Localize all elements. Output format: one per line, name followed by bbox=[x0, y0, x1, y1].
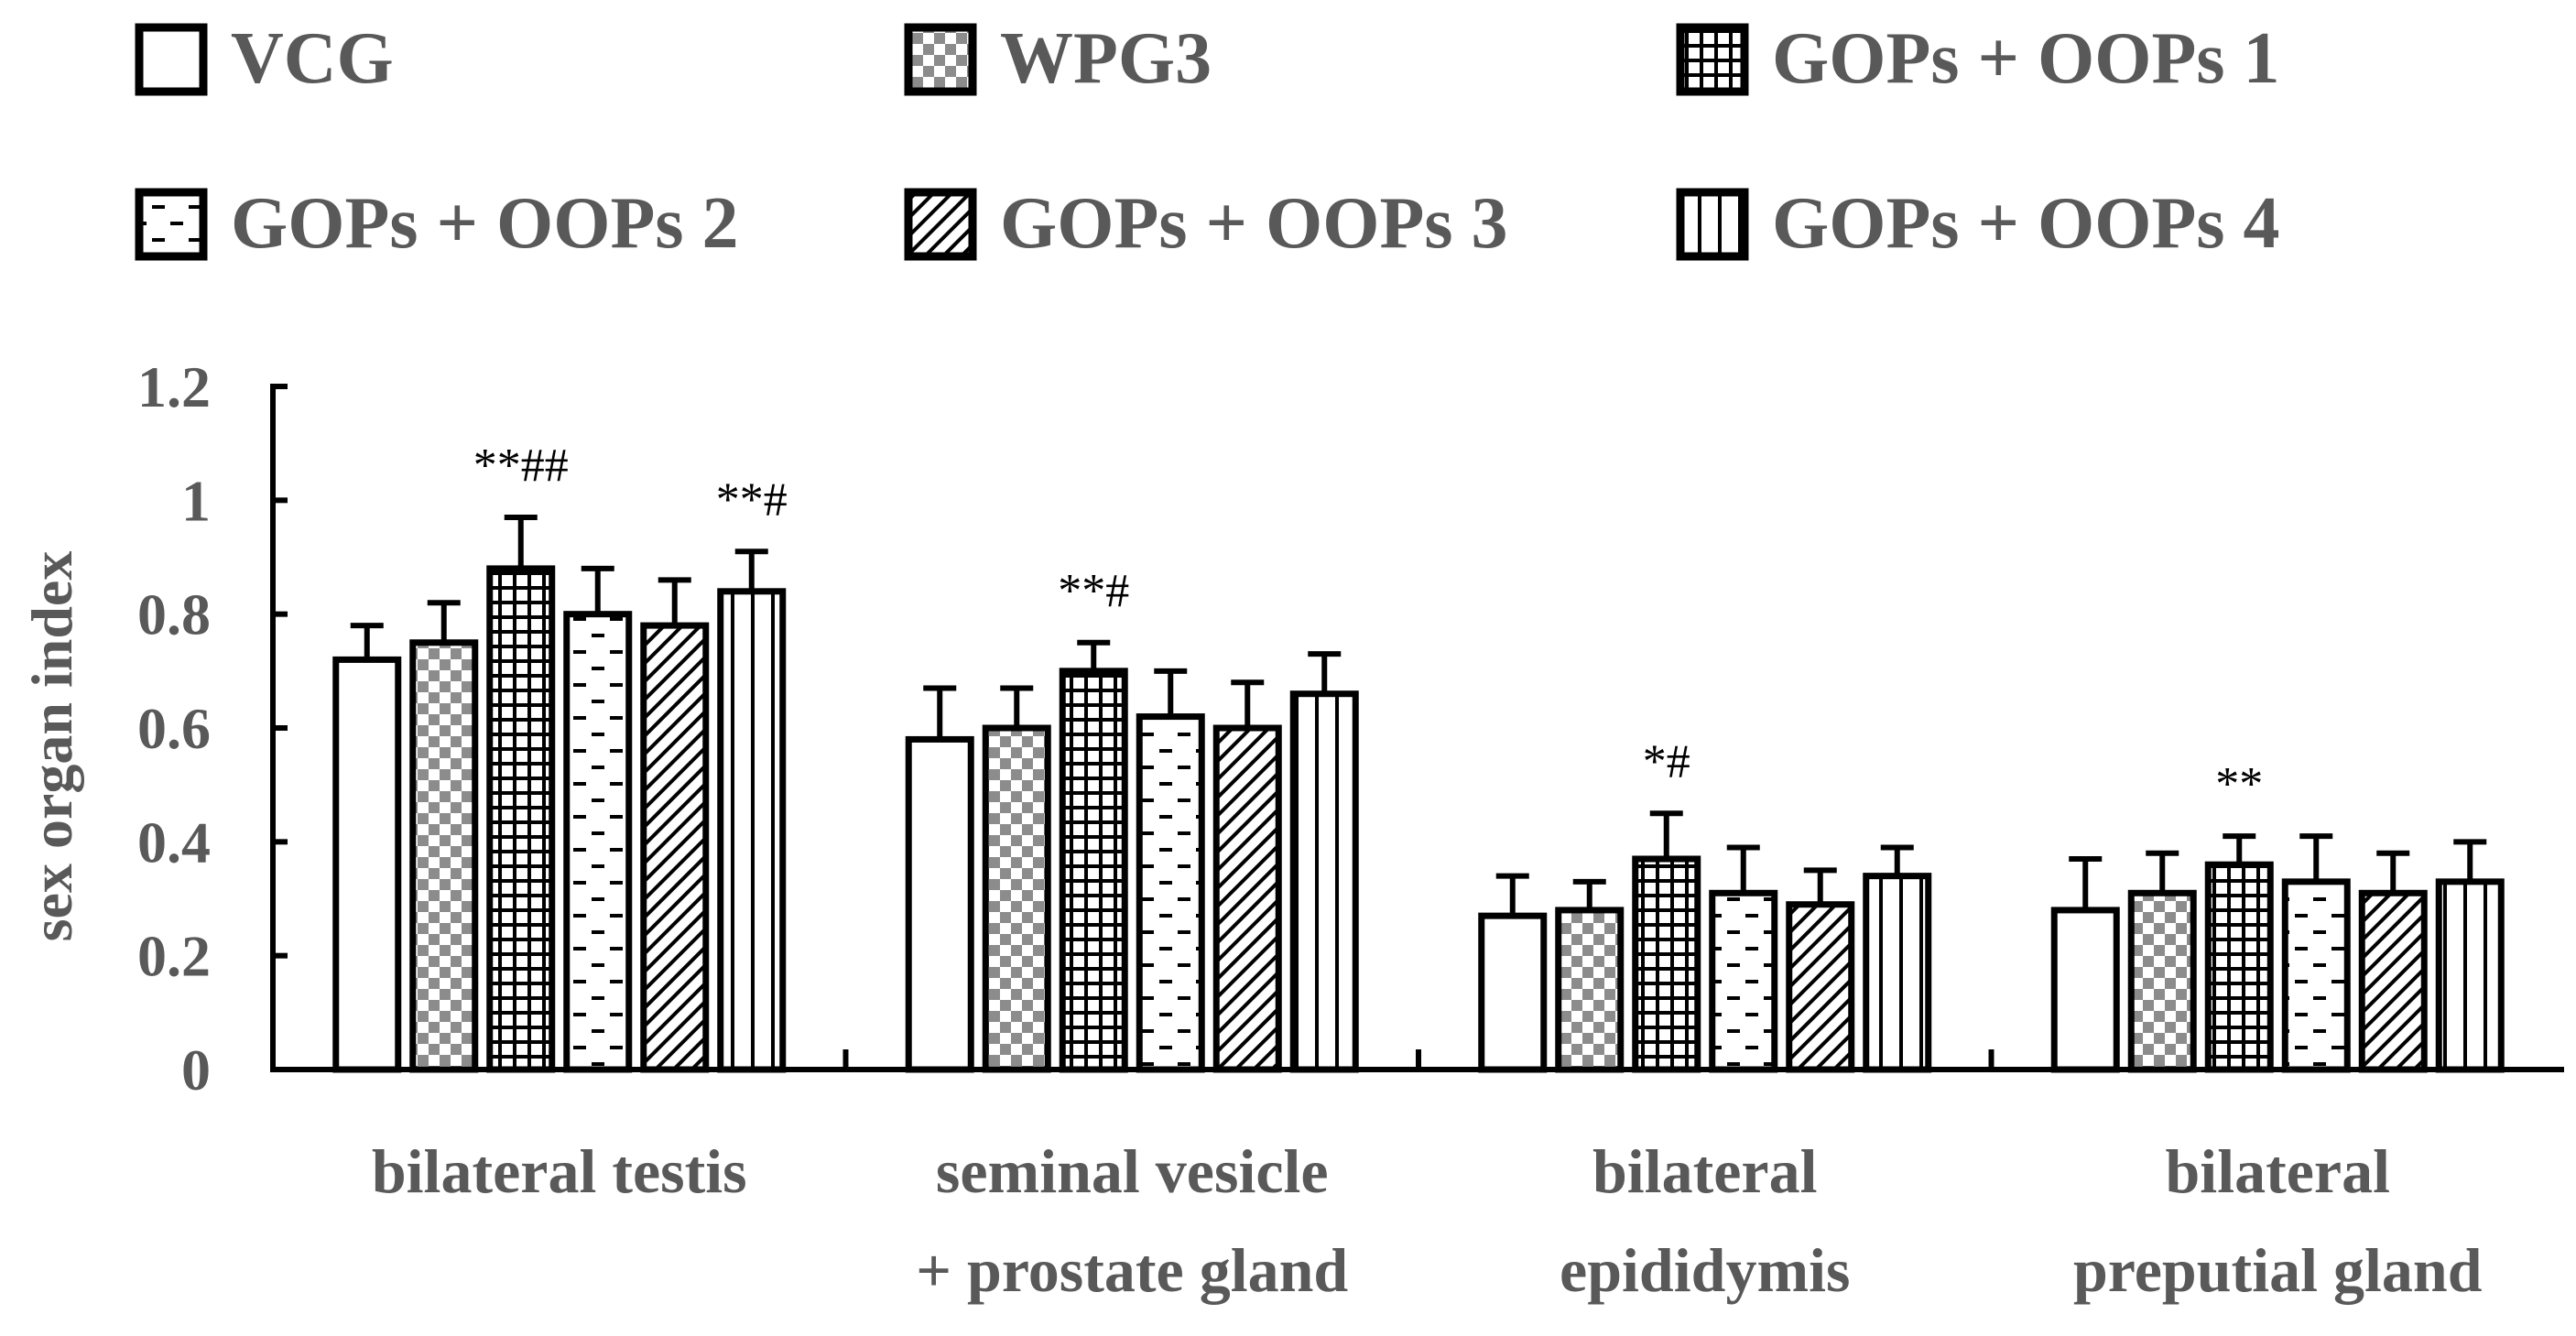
legend-label-2: WPG3 bbox=[1000, 18, 1212, 99]
bar-checker-1 bbox=[409, 639, 479, 1073]
bar-diagonal-3 bbox=[1786, 901, 1855, 1073]
bar-grid-3 bbox=[1632, 855, 1701, 1073]
y-tick-label: 0.8 bbox=[137, 582, 211, 647]
legend-label-6: GOPs + OOPs 4 bbox=[1772, 183, 2280, 264]
bar-checker-2 bbox=[982, 724, 1051, 1073]
legend-swatch-1 bbox=[135, 23, 208, 96]
bar-diagonal-1 bbox=[640, 622, 710, 1073]
bar-vertical-4 bbox=[2435, 878, 2505, 1073]
legend-label-1: VCG bbox=[231, 18, 394, 99]
bar-diagonal-2 bbox=[1212, 724, 1282, 1073]
legend-label-4: GOPs + OOPs 2 bbox=[231, 183, 739, 264]
category-label-4: preputial gland bbox=[2073, 1235, 2483, 1305]
bar-vertical-2 bbox=[1289, 690, 1359, 1073]
legend-label-5: GOPs + OOPs 3 bbox=[1000, 183, 1508, 264]
category-label-3: bilateral bbox=[1592, 1136, 1818, 1206]
bar-checker-3 bbox=[1555, 907, 1625, 1073]
legend-swatch-4 bbox=[135, 188, 208, 261]
bar-checker-4 bbox=[2127, 889, 2197, 1073]
category-label-4: bilateral bbox=[2165, 1136, 2390, 1206]
category-label-3: epididymis bbox=[1560, 1235, 1850, 1305]
legend: VCG WPG3 GOPs + OOPs 1 GOPs + OOPs 2 GOPs + … bbox=[135, 18, 2280, 264]
bar-vertical-3 bbox=[1863, 873, 1932, 1073]
y-tick-label: 0.6 bbox=[137, 696, 211, 761]
y-tick-label: 1.2 bbox=[137, 354, 211, 419]
y-tick-label: 0.4 bbox=[137, 809, 211, 874]
bar-diagonal-4 bbox=[2358, 889, 2428, 1073]
bar-solid-4 bbox=[2050, 907, 2120, 1073]
significance-label: ** bbox=[2215, 758, 2263, 810]
bar-dashes-3 bbox=[1709, 889, 1778, 1073]
labels: bilateral testis seminal vesicle + prostat… bbox=[372, 440, 2483, 1305]
bar-grid-2 bbox=[1059, 668, 1128, 1073]
y-tick-label: 1 bbox=[181, 468, 211, 533]
legend-swatch-5 bbox=[904, 188, 977, 261]
axes: 0 0.2 0.4 0.6 0.8 1 1.2 sex organ index bbox=[19, 354, 2564, 1102]
significance-label: **# bbox=[1058, 565, 1129, 617]
category-label-2: + prostate gland bbox=[916, 1235, 1348, 1305]
y-tick-label: 0 bbox=[181, 1037, 211, 1102]
significance-label: **## bbox=[473, 440, 569, 492]
bar-grid-1 bbox=[486, 565, 556, 1073]
y-tick-label: 0.2 bbox=[137, 924, 211, 989]
category-label-1: bilateral testis bbox=[372, 1136, 747, 1206]
bar-dashes-1 bbox=[563, 611, 633, 1073]
significance-label: **# bbox=[716, 473, 788, 526]
bars bbox=[332, 514, 2505, 1073]
bar-solid-1 bbox=[332, 656, 402, 1073]
bar-vertical-1 bbox=[717, 588, 787, 1073]
category-label-2: seminal vesicle bbox=[936, 1136, 1329, 1206]
legend-label-3: GOPs + OOPs 1 bbox=[1772, 18, 2280, 99]
bar-grid-4 bbox=[2204, 861, 2274, 1073]
legend-swatch-2 bbox=[904, 23, 977, 96]
bar-solid-2 bbox=[905, 735, 974, 1073]
legend-swatch-3 bbox=[1676, 23, 1749, 96]
significance-label: *# bbox=[1643, 735, 1690, 787]
bar-dashes-2 bbox=[1136, 713, 1205, 1073]
bar-solid-3 bbox=[1478, 912, 1548, 1073]
bar-dashes-4 bbox=[2281, 878, 2351, 1073]
y-axis-title: sex organ index bbox=[19, 551, 84, 942]
legend-swatch-6 bbox=[1676, 188, 1749, 261]
